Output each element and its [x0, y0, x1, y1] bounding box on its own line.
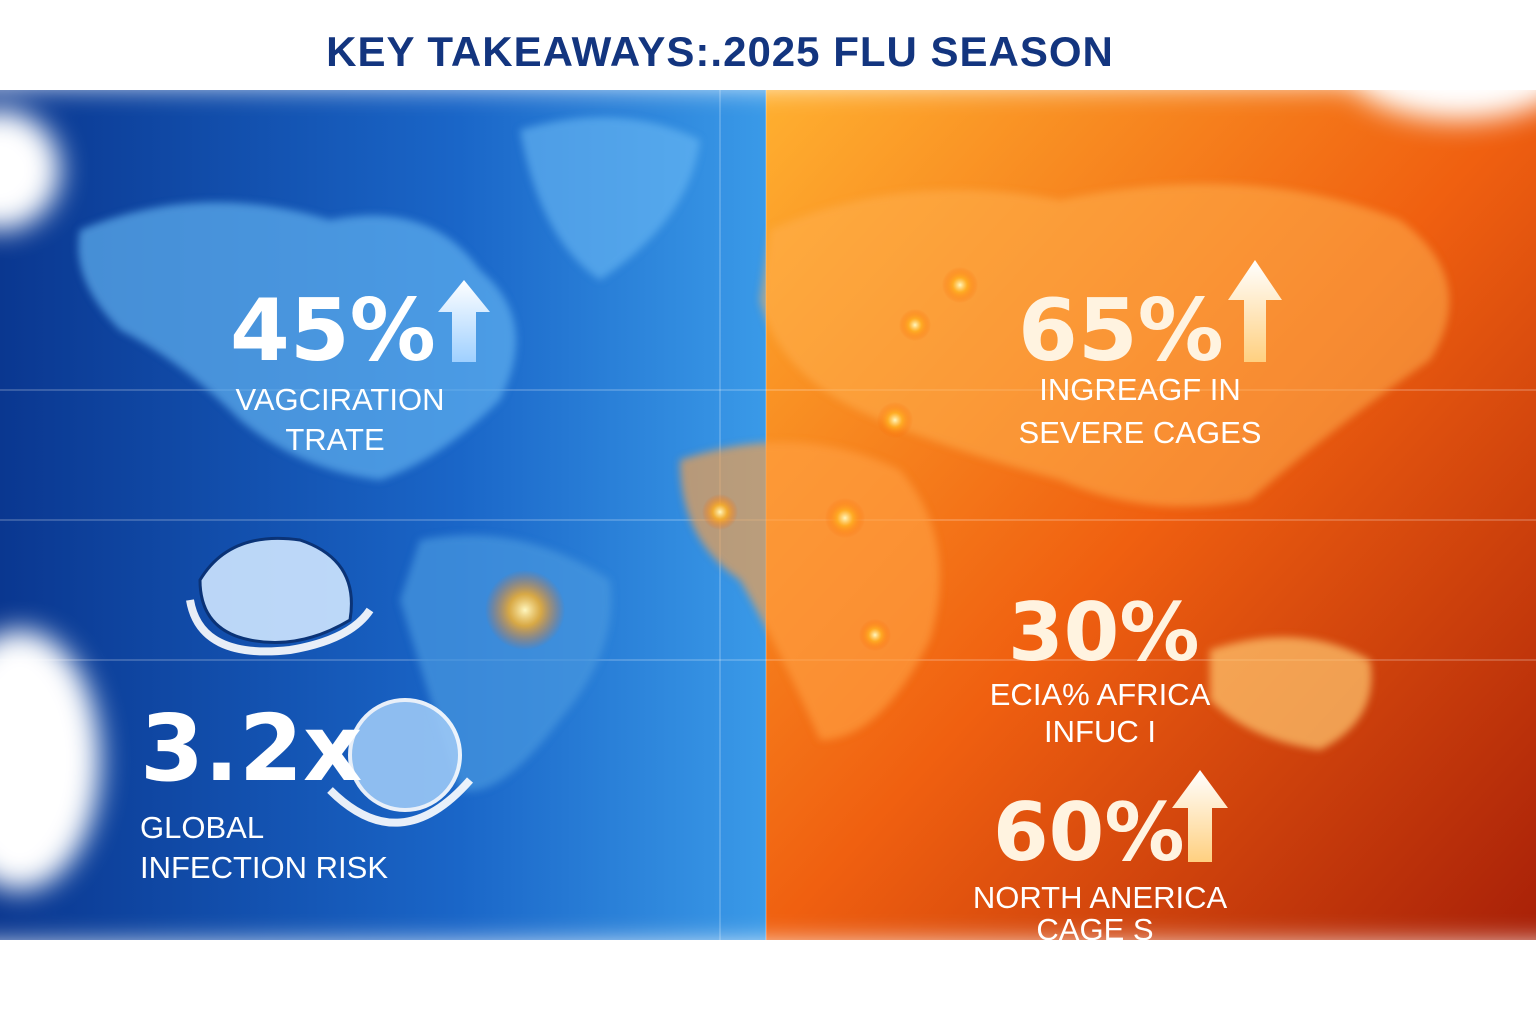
stat-value: 3.2x [140, 695, 362, 802]
hotspot [899, 309, 931, 341]
up-arrow [1228, 260, 1282, 362]
stat-value: 65% [1018, 281, 1224, 381]
continent [78, 202, 516, 480]
hotspot [485, 570, 565, 650]
up-arrow [1172, 770, 1228, 862]
stat-label: NORTH ANERICA [973, 880, 1228, 915]
hotspots [485, 267, 978, 651]
hotspot [702, 494, 738, 530]
shield-icon [186, 536, 374, 656]
hotspot [825, 498, 865, 538]
stat-label: SEVERE CAGES [1019, 415, 1262, 450]
icon-swoosh [186, 599, 374, 656]
map-right [680, 184, 1450, 750]
fade [0, 110, 60, 230]
continent [680, 442, 940, 740]
stat-label: CAGE S [1036, 912, 1153, 947]
continent [760, 184, 1450, 507]
fade [0, 630, 100, 890]
stat-label: GLOBAL [140, 810, 264, 845]
continent [1210, 637, 1372, 750]
title: KEY TAKEAWAYS:.2025 FLU SEASON [326, 28, 1114, 75]
fade [1340, 0, 1536, 120]
stat-label: ECIA% AFRICA [990, 677, 1211, 712]
stat-label: VAGCIRATION [236, 382, 445, 417]
fade [0, 945, 1536, 1024]
icon-swoosh [327, 777, 474, 827]
hotspot [859, 619, 891, 651]
globe-icon [327, 698, 474, 827]
up-arrow [438, 280, 490, 362]
stat-value: 45% [230, 281, 436, 381]
stat-value: 30% [1008, 586, 1199, 679]
stat-label: INFUC I [1044, 714, 1156, 749]
stat-value: 60% [993, 786, 1184, 879]
continent [520, 117, 700, 280]
fade [0, 0, 1536, 85]
stat-label: TRATE [285, 422, 384, 457]
icon-shape [348, 698, 462, 812]
stat-label: INGREAGF IN [1039, 372, 1241, 407]
icon-shape [198, 536, 353, 644]
stat-label: INFECTION RISK [140, 850, 388, 885]
hotspot [942, 267, 978, 303]
hotspot [877, 402, 913, 438]
